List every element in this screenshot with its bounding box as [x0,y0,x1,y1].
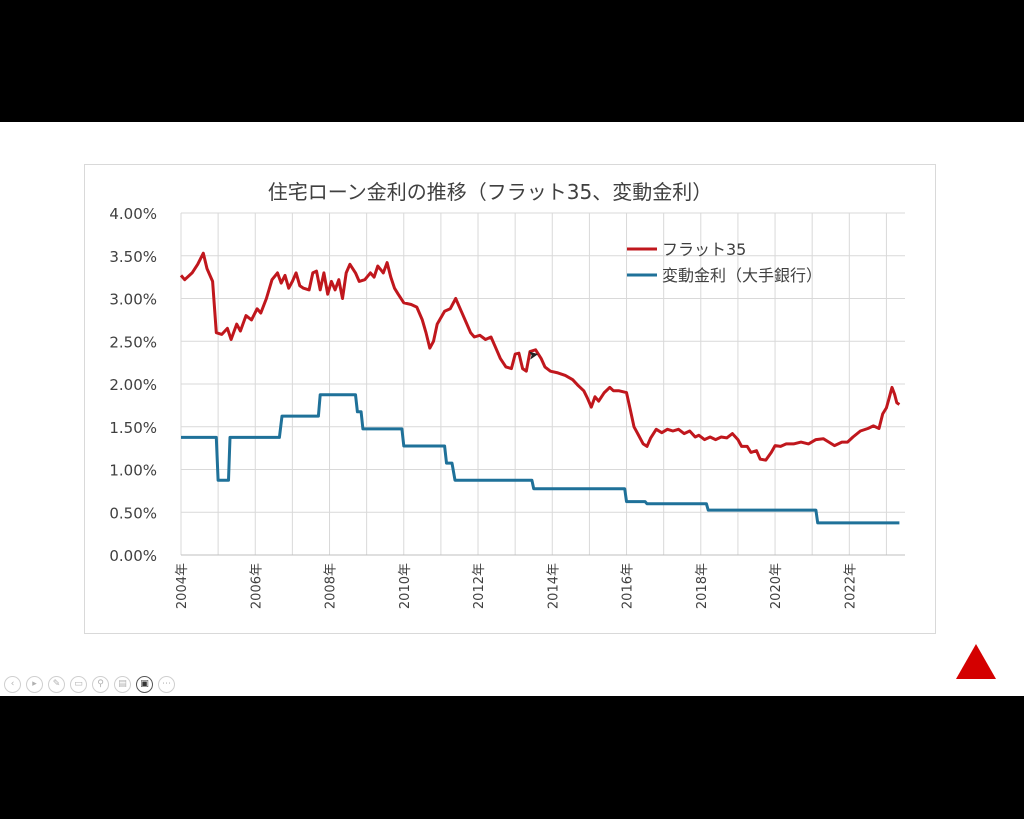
more-icon[interactable]: ⋯ [158,675,175,693]
y-tick-label: 0.00% [109,547,157,565]
chart-title: 住宅ローン金利の推移（フラット35、変動金利） [268,180,712,204]
play-icon[interactable]: ▸ [26,675,43,693]
next-triangle-button[interactable] [956,644,996,679]
legend-label: 変動金利（大手銀行） [662,266,822,285]
series-variable-rate-line [181,393,900,525]
y-tick-label: 3.50% [109,248,157,266]
y-tick-label: 1.00% [109,462,157,480]
y-tick-label: 3.00% [109,291,157,309]
slideshow-toolbar: ‹ ▸ ✎ ▭ ⚲ ▤ ▣ ⋯ [4,675,175,693]
x-tick-label: 2004年 [175,563,190,609]
chart-frame: 住宅ローン金利の推移（フラット35、変動金利） 0.00% 0.50% 1.00% 1… [84,164,936,634]
legend-label: フラット35 [662,240,746,259]
chevron-left-icon[interactable]: ‹ [4,675,21,693]
grid [180,212,905,556]
y-tick-label: 2.00% [109,376,157,394]
x-tick-label: 2022年 [843,563,858,609]
copy-icon[interactable]: ▭ [70,675,87,693]
y-tick-label: 2.50% [109,333,157,351]
x-tick-label: 2012年 [472,563,487,609]
x-tick-label: 2014年 [546,563,561,609]
x-tick-label: 2008年 [324,563,339,609]
video-icon[interactable]: ▣ [136,675,153,693]
x-axis: 2004年 2006年 2008年 2010年 2012年 2014年 2016年 2018年… [175,563,858,609]
y-tick-label: 1.50% [109,419,157,437]
chart-svg: 住宅ローン金利の推移（フラット35、変動金利） 0.00% 0.50% 1.00% 1… [109,180,905,609]
series-flat35-line [179,251,901,462]
x-tick-label: 2018年 [695,563,710,609]
x-tick-label: 2010年 [398,563,413,609]
series-lines [179,251,901,525]
slide: 住宅ローン金利の推移（フラット35、変動金利） 0.00% 0.50% 1.00% 1… [0,122,1024,696]
y-tick-label: 4.00% [109,205,157,223]
zoom-icon[interactable]: ⚲ [92,675,109,693]
y-tick-label: 0.50% [109,504,157,522]
x-tick-label: 2006年 [249,563,264,609]
subtitles-icon[interactable]: ▤ [114,675,131,693]
legend: フラット35 変動金利（大手銀行） [627,240,822,285]
x-tick-label: 2016年 [621,563,636,609]
mouse-cursor-icon: ➤ [526,347,541,364]
x-tick-label: 2020年 [769,563,784,609]
y-axis: 0.00% 0.50% 1.00% 1.50% 2.00% 2.50% 3.00% 3.50%… [109,205,157,565]
pen-icon[interactable]: ✎ [48,675,65,693]
